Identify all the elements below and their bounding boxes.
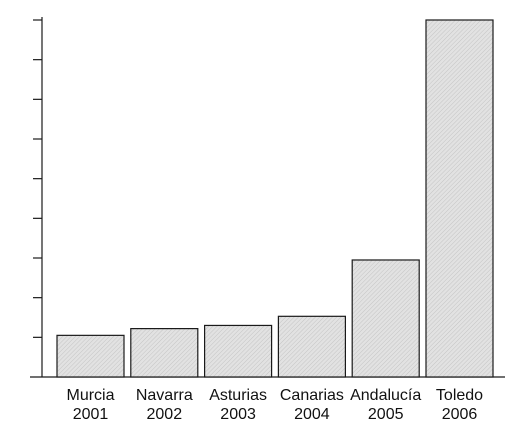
x-tick-label-year: 2003 <box>220 406 256 423</box>
x-tick-label-year: 2002 <box>147 406 183 423</box>
x-tick-label-year: 2004 <box>294 406 330 423</box>
x-tick-label-name: Navarra <box>136 387 193 404</box>
bar-canarias <box>277 315 346 378</box>
x-tick-label-year: 2001 <box>73 406 109 423</box>
x-tick-label-year: 2005 <box>368 406 404 423</box>
x-tick-label-year: 2006 <box>442 406 478 423</box>
bar-andalucía <box>351 259 420 378</box>
bar-murcia <box>56 334 125 378</box>
plot-area: Murcia 2001 Navarra 2002 Asturias 2003 Canaria… <box>30 17 505 423</box>
x-tick-label-name: Murcia <box>66 387 114 404</box>
bar-asturias <box>204 324 273 378</box>
x-tick-label-name: Toledo <box>436 387 483 404</box>
x-tick-label-name: Asturias <box>209 387 267 404</box>
x-tick-label-name: Canarias <box>280 387 344 404</box>
x-tick-label-name: Andalucía <box>350 387 421 404</box>
bar-toledo <box>425 19 494 378</box>
bar-navarra <box>130 328 199 378</box>
